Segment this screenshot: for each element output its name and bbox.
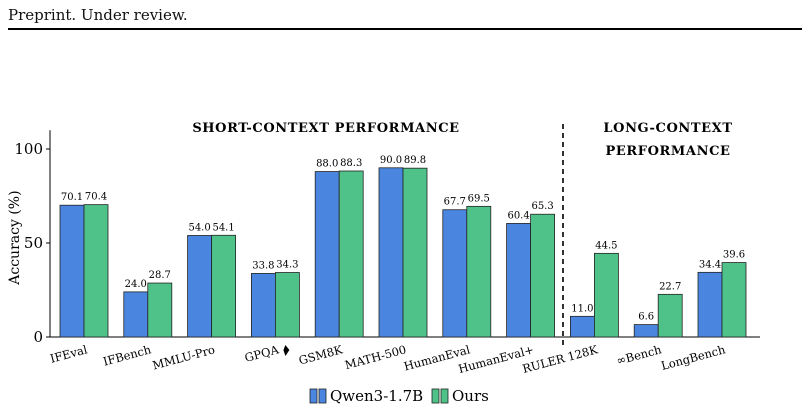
x-tick-label: GSM8K [297, 342, 344, 367]
bar-baseline [633, 324, 659, 338]
y-tick-label: 100 [14, 140, 43, 158]
data-label: 22.7 [659, 281, 681, 292]
section-title-long-line2: PERFORMANCE [605, 144, 730, 159]
y-tick-label: 0 [33, 328, 43, 346]
data-label: 39.6 [723, 250, 745, 261]
data-label: 54.0 [188, 222, 210, 233]
data-label: 44.5 [595, 240, 617, 251]
data-label: 6.6 [638, 312, 654, 323]
data-label: 24.0 [125, 279, 147, 290]
data-label: 33.8 [252, 260, 274, 271]
bar-baseline [442, 209, 468, 338]
legend-label: Qwen3-1.7B [330, 387, 423, 405]
legend-swatch [440, 388, 449, 404]
x-tick-label: LongBench [660, 342, 728, 373]
section-title-short: SHORT-CONTEXT PERFORMANCE [192, 121, 459, 136]
data-label: 34.3 [276, 260, 298, 271]
bar-baseline [250, 273, 276, 338]
bar-ours [402, 167, 428, 338]
data-label: 70.1 [61, 192, 83, 203]
bar-ours [83, 204, 109, 338]
data-label: 11.0 [571, 303, 593, 314]
legend-label: Ours [452, 387, 489, 405]
bar-ours [274, 272, 300, 338]
section-title-long-line1: LONG-CONTEXT [603, 121, 732, 136]
legend-swatch [318, 388, 327, 404]
bar-ours [657, 293, 683, 338]
bar-baseline [59, 204, 85, 338]
data-label: 89.8 [404, 155, 426, 166]
x-tick-label: IFBench [102, 342, 154, 368]
data-label: 88.0 [316, 159, 338, 170]
bar-baseline [506, 223, 532, 338]
bar-ours [466, 205, 492, 338]
bar-ours [530, 213, 555, 338]
y-axis-label: Accuracy (%) [7, 190, 23, 285]
bar-ours [147, 282, 173, 338]
bar-baseline [697, 271, 723, 338]
page-header: Preprint. Under review. [8, 6, 188, 24]
gpqa-marker [283, 345, 290, 356]
data-label: 65.3 [531, 201, 553, 212]
x-tick-label: GPQA [243, 342, 281, 365]
legend-swatch [431, 388, 440, 404]
data-label: 69.5 [468, 193, 490, 204]
bar-baseline [123, 291, 149, 338]
x-tick-label: MMLU-Pro [151, 342, 217, 372]
data-label: 88.3 [340, 158, 362, 169]
data-label: 90.0 [380, 155, 402, 166]
y-tick-label: 50 [24, 234, 43, 252]
x-tick-label: MATH-500 [343, 342, 407, 372]
data-label: 28.7 [149, 270, 171, 281]
bar-ours [594, 252, 619, 338]
x-tick-label: ∞Bench [615, 342, 664, 368]
data-label: 54.1 [212, 222, 234, 233]
data-label: 70.4 [85, 192, 107, 203]
bar-ours [211, 234, 237, 338]
bar-baseline [378, 167, 404, 338]
data-label: 60.4 [507, 210, 529, 221]
bar-baseline [187, 235, 213, 338]
bar-ours [338, 170, 364, 338]
header-rule [8, 28, 802, 30]
bar-baseline [314, 171, 340, 338]
data-label: 34.4 [699, 259, 721, 270]
data-label: 67.7 [444, 197, 466, 208]
bar-baseline [570, 315, 595, 338]
bar-ours [721, 262, 747, 338]
x-tick-label: IFEval [48, 342, 89, 365]
legend-swatch [309, 388, 318, 404]
